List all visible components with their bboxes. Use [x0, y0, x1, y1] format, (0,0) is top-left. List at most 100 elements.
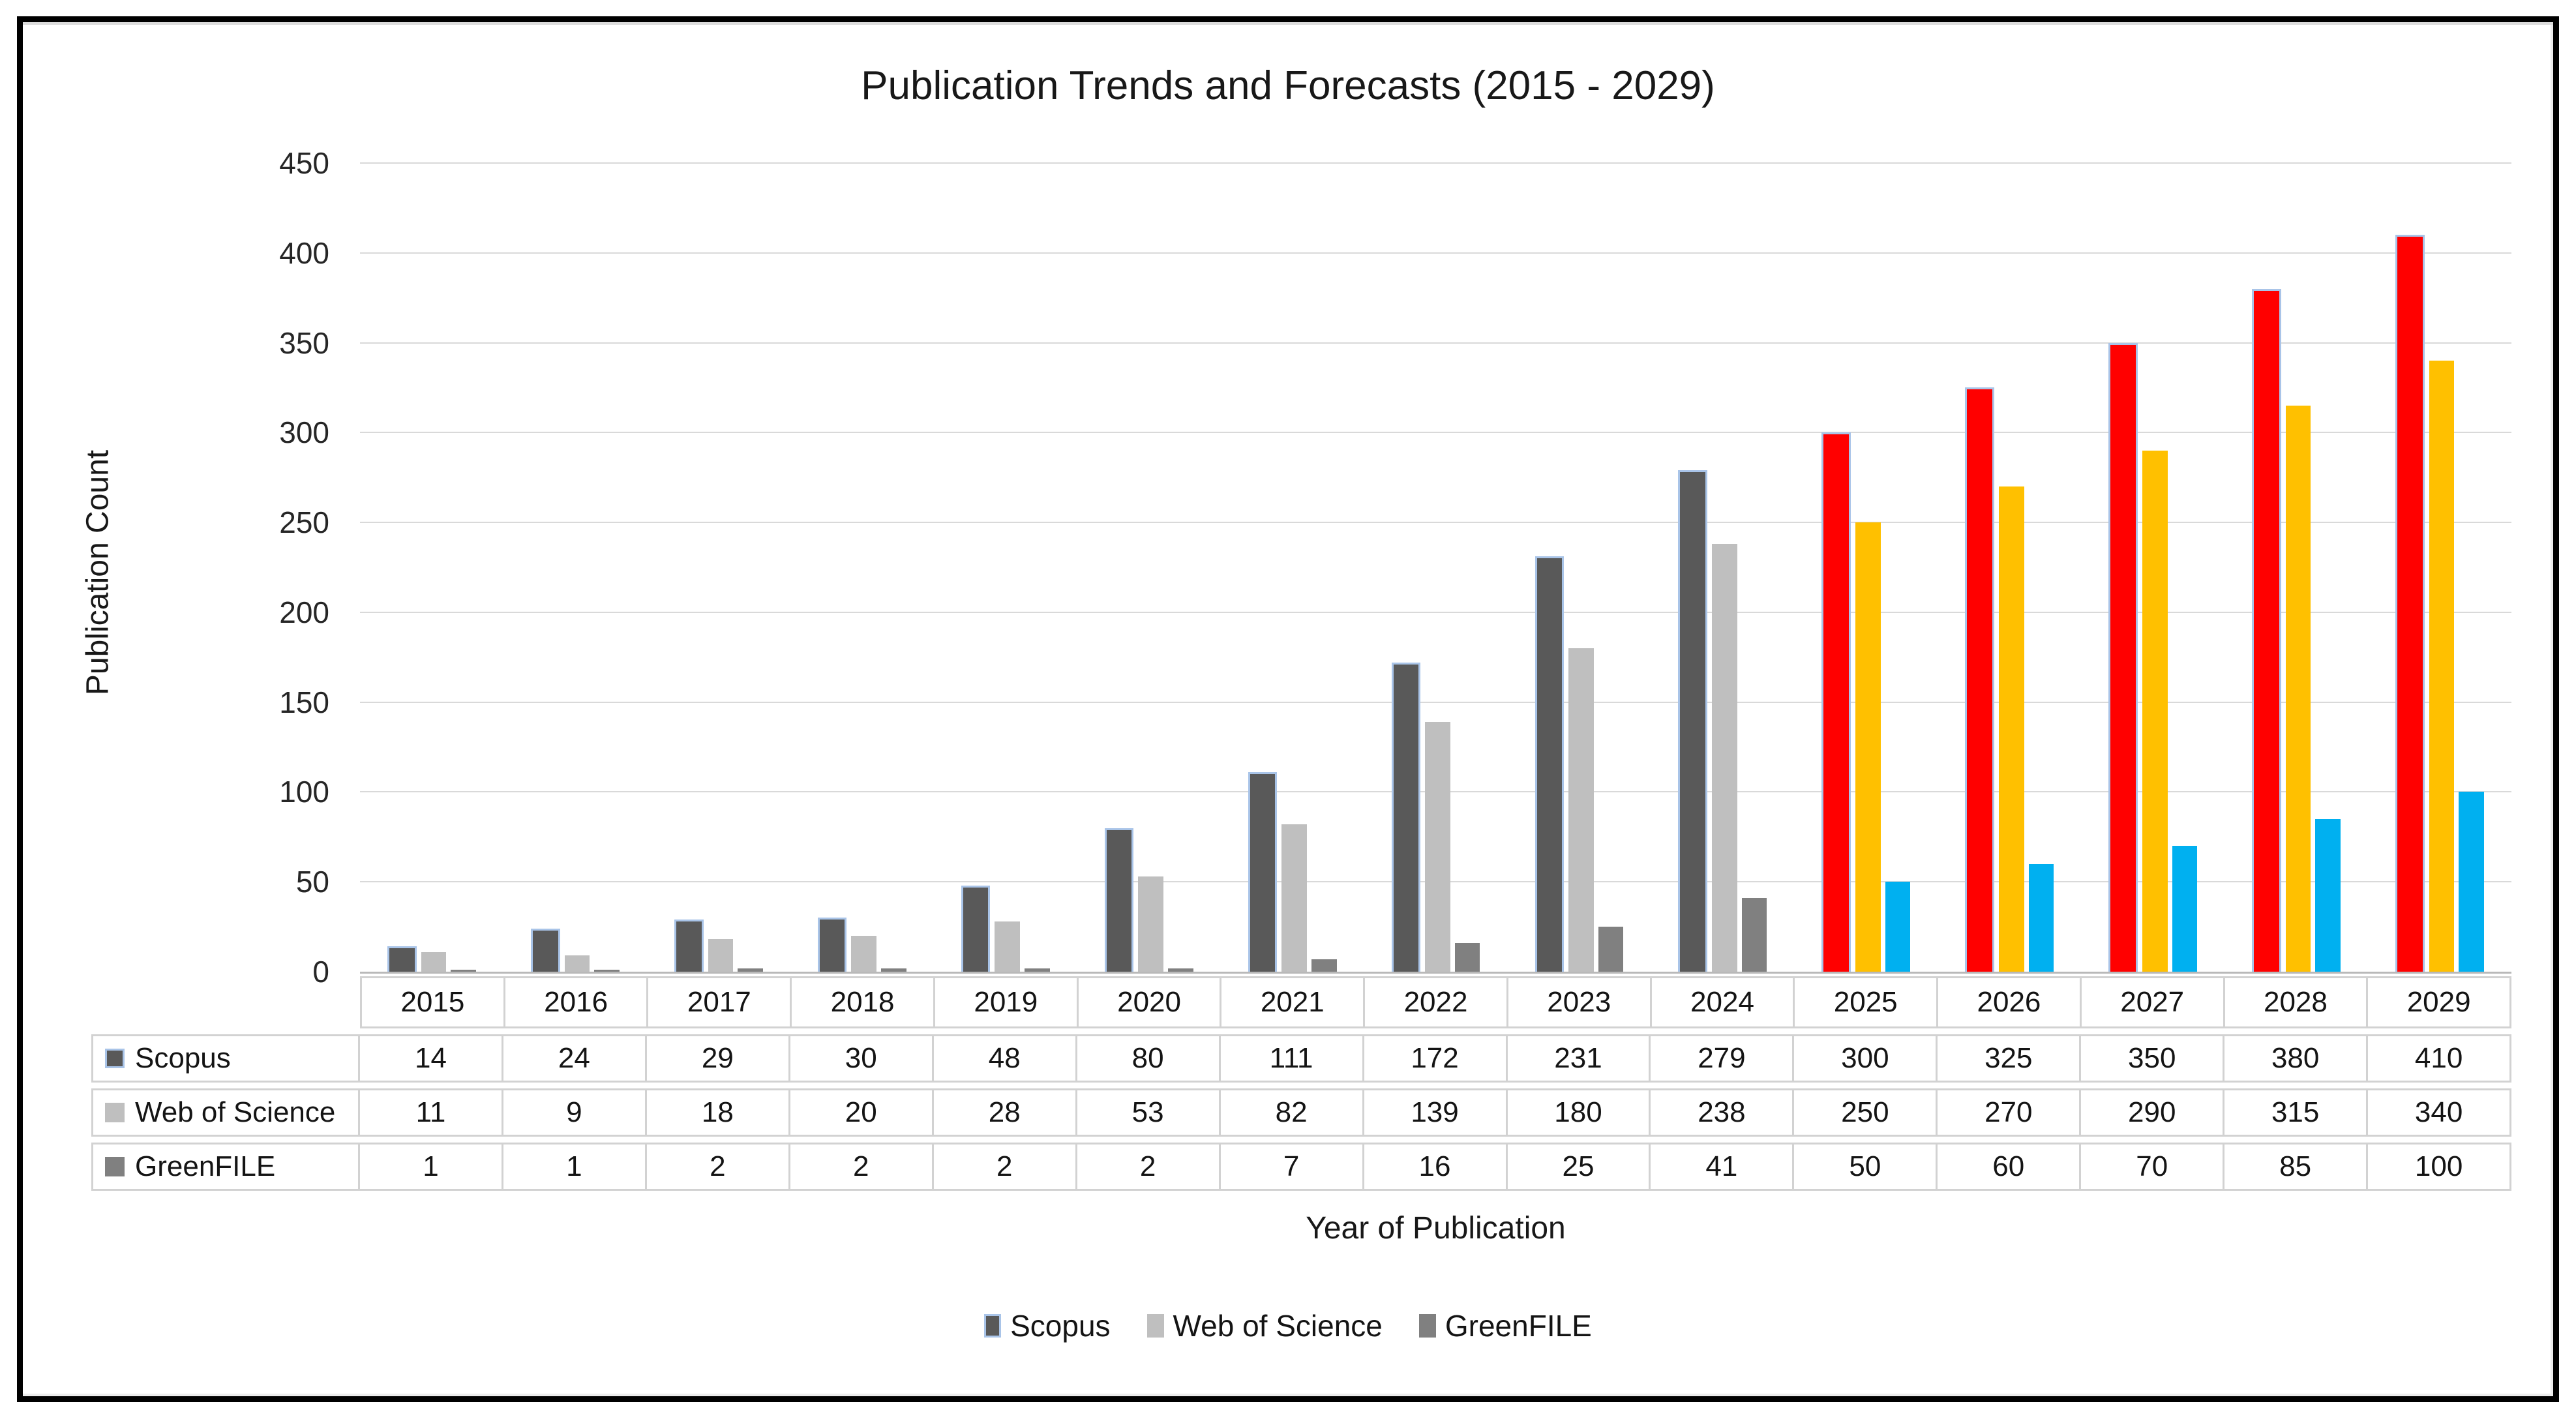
y-tick-label-450: 450 — [279, 146, 329, 180]
series-key-icon — [105, 1103, 125, 1122]
table-cell-greenfile-2017: 2 — [646, 1143, 790, 1191]
bar-scopus-2021 — [1248, 772, 1278, 972]
table-cell-greenfile-2029: 100 — [2368, 1143, 2512, 1191]
legend-swatch-icon-greenfile — [1418, 1314, 1436, 1338]
table-cell-greenfile-2026: 60 — [1938, 1143, 2082, 1191]
bar-greenfile-2019 — [1025, 968, 1050, 972]
legend-label: Web of Science — [1173, 1309, 1383, 1343]
bar-scopus-2028 — [2252, 288, 2281, 972]
series-name: GreenFILE — [135, 1150, 276, 1182]
bar-greenfile-2028 — [2315, 818, 2341, 972]
y-axis-tick-labels: 0 50 100 150 200 250 300 350 400 450 — [170, 146, 329, 989]
table-cell-web-of-science-2019: 28 — [933, 1088, 1077, 1137]
table-cell-scopus-2028: 380 — [2224, 1034, 2369, 1083]
table-cell-greenfile-2018: 2 — [790, 1143, 934, 1191]
plot-area — [360, 162, 2511, 974]
legend-item-greenfile: GreenFILE — [1418, 1308, 1592, 1343]
bar-group-2019 — [934, 163, 1077, 972]
legend-label: Scopus — [1010, 1309, 1111, 1343]
table-cell-scopus-2018: 30 — [790, 1034, 934, 1083]
bar-group-2023 — [1508, 163, 1651, 972]
bar-greenfile-2024 — [1741, 898, 1767, 972]
bar-greenfile-2022 — [1454, 942, 1480, 972]
bar-group-2018 — [790, 163, 934, 972]
table-cell-web-of-science-2018: 20 — [790, 1088, 934, 1137]
table-cell-greenfile-2025: 50 — [1794, 1143, 1938, 1191]
table-cell-web-of-science-2016: 9 — [503, 1088, 647, 1137]
table-year-header-2017: 2017 — [648, 976, 792, 1028]
table-cell-web-of-science-2020: 53 — [1077, 1088, 1221, 1137]
bar-group-2017 — [647, 163, 790, 972]
legend-swatch-icon-web-of-science — [1146, 1314, 1164, 1338]
table-cell-greenfile-2015: 1 — [360, 1143, 503, 1191]
table-year-header-2021: 2021 — [1221, 976, 1366, 1028]
chart-legend: Scopus Web of Science GreenFILE — [0, 1308, 2576, 1343]
bar-group-2027 — [2081, 163, 2224, 972]
table-year-header-2024: 2024 — [1651, 976, 1795, 1028]
table-year-header-2015: 2015 — [360, 976, 505, 1028]
bar-scopus-2018 — [817, 918, 847, 972]
table-cell-scopus-2023: 231 — [1507, 1034, 1651, 1083]
bar-web-of-science-2015 — [421, 951, 447, 972]
bar-greenfile-2026 — [2028, 863, 2054, 972]
bar-greenfile-2029 — [2459, 792, 2485, 972]
table-cell-scopus-2022: 172 — [1364, 1034, 1508, 1083]
table-year-header-2016: 2016 — [505, 976, 649, 1028]
table-year-header-2018: 2018 — [792, 976, 935, 1028]
table-cell-web-of-science-2023: 180 — [1507, 1088, 1651, 1137]
gridline-250 — [360, 522, 2511, 524]
table-cell-greenfile-2019: 2 — [933, 1143, 1077, 1191]
legend-swatch-icon-scopus — [984, 1314, 1002, 1338]
table-cell-scopus-2025: 300 — [1794, 1034, 1938, 1083]
bar-greenfile-2020 — [1167, 968, 1193, 972]
bar-group-2015 — [360, 163, 503, 972]
table-cell-greenfile-2016: 1 — [503, 1143, 647, 1191]
bar-scopus-2029 — [2395, 235, 2425, 972]
bar-scopus-2017 — [674, 920, 704, 972]
bar-web-of-science-2019 — [995, 921, 1021, 972]
table-row-greenfile: GreenFILE 1 1 2 2 2 2 7 16 25 41 50 60 70 85 100 — [91, 1143, 2512, 1191]
y-tick-label-350: 350 — [279, 325, 329, 360]
bar-scopus-2019 — [961, 885, 991, 972]
y-tick-label-300: 300 — [279, 415, 329, 450]
table-year-header-2026: 2026 — [1938, 976, 2082, 1028]
table-cell-scopus-2016: 24 — [503, 1034, 647, 1083]
bar-web-of-science-2028 — [2285, 406, 2311, 972]
table-cell-scopus-2021: 111 — [1220, 1034, 1364, 1083]
bar-web-of-science-2016 — [564, 955, 590, 972]
bar-greenfile-2018 — [881, 968, 906, 972]
y-tick-label-250: 250 — [279, 505, 329, 540]
bar-web-of-science-2020 — [1138, 876, 1163, 972]
bar-group-2022 — [1364, 163, 1508, 972]
table-cell-greenfile-2023: 25 — [1507, 1143, 1651, 1191]
table-year-header-2028: 2028 — [2224, 976, 2369, 1028]
bar-group-2020 — [1077, 163, 1221, 972]
bar-scopus-2025 — [1821, 432, 1851, 972]
gridline-350 — [360, 342, 2511, 344]
bar-web-of-science-2024 — [1712, 544, 1737, 972]
legend-label: GreenFILE — [1445, 1309, 1592, 1343]
bar-greenfile-2027 — [2172, 846, 2198, 972]
table-year-header-2020: 2020 — [1078, 976, 1222, 1028]
table-cell-greenfile-2027: 70 — [2081, 1143, 2225, 1191]
gridline-450 — [360, 162, 2511, 164]
table-year-header-2019: 2019 — [935, 976, 1079, 1028]
table-cell-web-of-science-2026: 270 — [1938, 1088, 2082, 1137]
bar-greenfile-2025 — [1885, 882, 1911, 972]
table-year-header-2027: 2027 — [2081, 976, 2225, 1028]
bar-scopus-2026 — [1965, 387, 1994, 972]
table-cell-web-of-science-2024: 238 — [1651, 1088, 1795, 1137]
bar-group-2029 — [2368, 163, 2511, 972]
bar-greenfile-2017 — [738, 968, 763, 972]
series-key-icon — [105, 1157, 125, 1176]
table-year-header-2025: 2025 — [1795, 976, 1939, 1028]
table-cell-greenfile-2020: 2 — [1077, 1143, 1221, 1191]
x-axis-title: Year of Publication — [1306, 1211, 1566, 1246]
legend-item-web-of-science: Web of Science — [1146, 1308, 1383, 1343]
table-cell-scopus-2019: 48 — [933, 1034, 1077, 1083]
table-cell-greenfile-2021: 7 — [1220, 1143, 1364, 1191]
table-series-label-scopus: Scopus — [91, 1034, 360, 1083]
bar-scopus-2020 — [1104, 828, 1134, 972]
table-year-header-2023: 2023 — [1508, 976, 1652, 1028]
table-cell-scopus-2026: 325 — [1938, 1034, 2082, 1083]
